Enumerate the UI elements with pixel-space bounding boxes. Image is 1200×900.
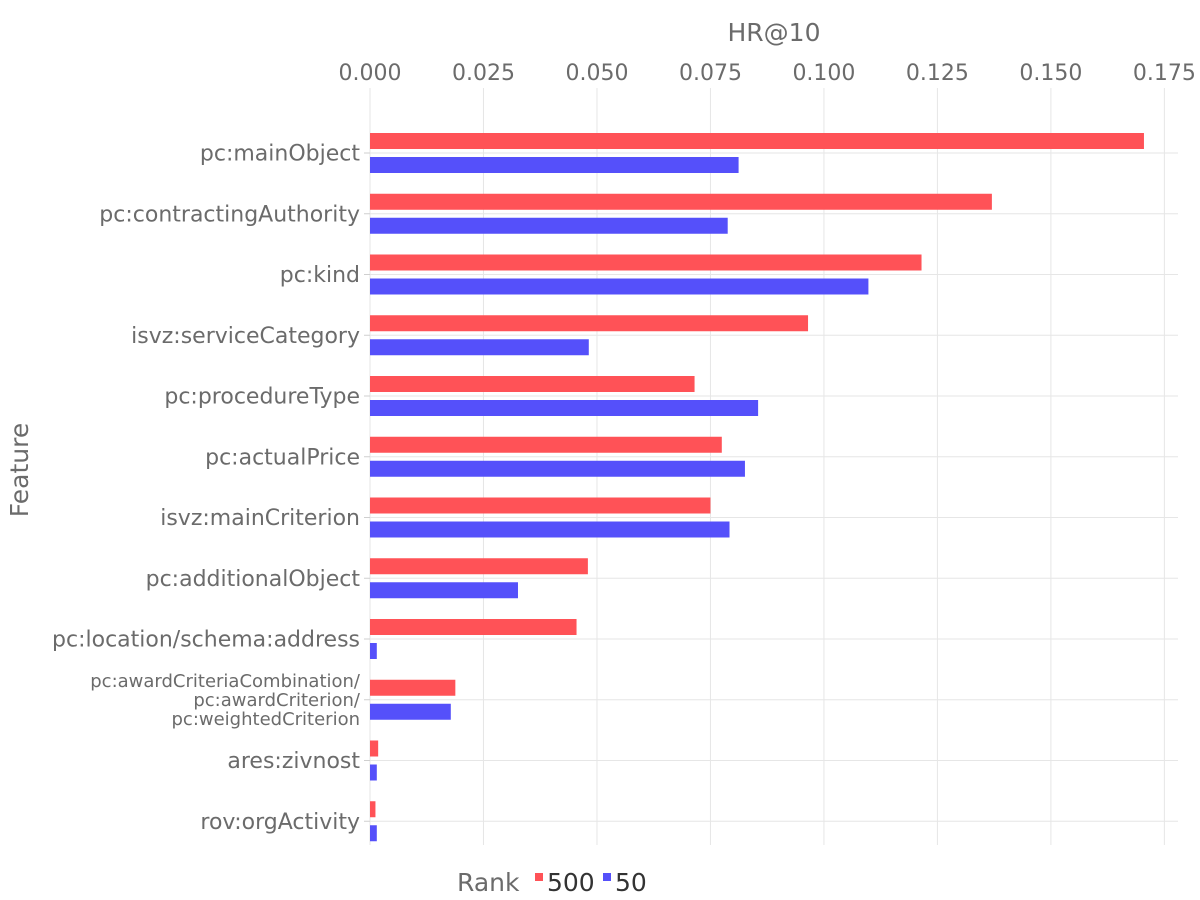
bar-50-6	[370, 521, 730, 538]
bar-50-9	[370, 703, 451, 720]
x-tick-label: 0.025	[452, 61, 515, 86]
bar-50-4	[370, 400, 759, 416]
bar-500-2	[370, 254, 922, 271]
gridlines	[369, 88, 1178, 845]
bar-500-10	[370, 740, 379, 757]
y-tick-label: pc:kind	[280, 263, 360, 288]
legend-swatch-50	[603, 873, 611, 881]
bar-50-8	[370, 643, 377, 659]
y-tick-label: pc:mainObject	[200, 142, 360, 167]
bar-500-3	[370, 315, 809, 332]
bar-50-2	[370, 278, 869, 295]
x-tick-label: 0.100	[792, 61, 855, 86]
y-tick-label: ares:zivnost	[227, 749, 360, 774]
bar-500-6	[370, 497, 711, 514]
y-tick-label: pc:procedureType	[164, 385, 360, 410]
y-tick-label: pc:actualPrice	[205, 445, 360, 470]
legend-title: Rank	[457, 868, 520, 897]
bar-500-0	[370, 133, 1144, 149]
y-tick-label: pc:awardCriteriaCombination/pc:awardCrit…	[90, 671, 361, 730]
x-axis-title: HR@10	[728, 18, 821, 47]
bar-500-7	[370, 558, 588, 575]
x-tick-label: 0.150	[1019, 61, 1082, 86]
bar-50-10	[370, 764, 377, 781]
x-tick-label: 0.175	[1133, 61, 1196, 86]
x-tick-label: 0.050	[565, 61, 628, 86]
bar-500-5	[370, 436, 722, 453]
bar-50-1	[370, 217, 728, 234]
bar-50-7	[370, 582, 518, 599]
legend-swatch-500	[535, 873, 543, 881]
bars	[370, 133, 1144, 842]
bar-50-3	[370, 339, 589, 356]
bar-50-0	[370, 157, 739, 173]
y-tick-label: isvz:serviceCategory	[131, 324, 360, 349]
bar-500-11	[370, 801, 376, 818]
bar-500-8	[370, 619, 577, 635]
y-tick-label: isvz:mainCriterion	[160, 506, 360, 531]
x-axis-ticks: 0.000 0.025 0.050 0.075 0.100 0.125 0.150 0.175	[339, 61, 1196, 86]
bar-50-5	[370, 460, 745, 477]
x-tick-label: 0.000	[339, 61, 402, 86]
bar-500-9	[370, 679, 456, 696]
y-tick-label: pc:contractingAuthority	[99, 202, 360, 227]
x-tick-label: 0.125	[906, 61, 969, 86]
y-axis-title: Feature	[5, 423, 34, 517]
bar-500-4	[370, 376, 695, 392]
bar-500-1	[370, 193, 992, 210]
legend-label-50: 50	[615, 868, 647, 897]
y-tick-label: pc:additionalObject	[146, 567, 361, 592]
bar-50-11	[370, 825, 377, 842]
legend-label-500: 500	[547, 868, 595, 897]
y-tick-label: rov:orgActivity	[200, 810, 360, 835]
x-tick-label: 0.075	[679, 61, 742, 86]
y-axis-ticks: pc:mainObject pc:contractingAuthority pc:k…	[52, 142, 370, 835]
legend: Rank 500 50	[457, 868, 647, 897]
y-tick-label: pc:location/schema:address	[52, 628, 360, 653]
